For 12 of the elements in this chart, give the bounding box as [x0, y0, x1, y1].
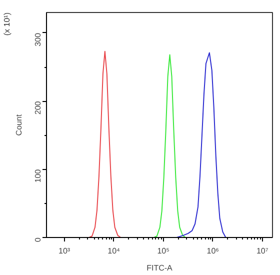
- x-axis-title: FITC-A: [146, 264, 174, 272]
- text: (x 10¹): [2, 12, 12, 36]
- y-tick-label: 200: [34, 100, 42, 114]
- y-tick-label: 300: [34, 32, 42, 46]
- x-tick-label: 10⁷: [256, 246, 268, 256]
- x-tick-label: 10³: [58, 246, 70, 256]
- x-tick-label: 10⁶: [206, 246, 219, 256]
- y-tick-label: 0: [34, 236, 42, 242]
- y-tick-label: 100: [34, 168, 42, 183]
- x-tick-label: 10⁵: [157, 246, 170, 256]
- y-axis-title: Count: [14, 114, 24, 136]
- x-tick-label: 10⁴: [108, 246, 121, 256]
